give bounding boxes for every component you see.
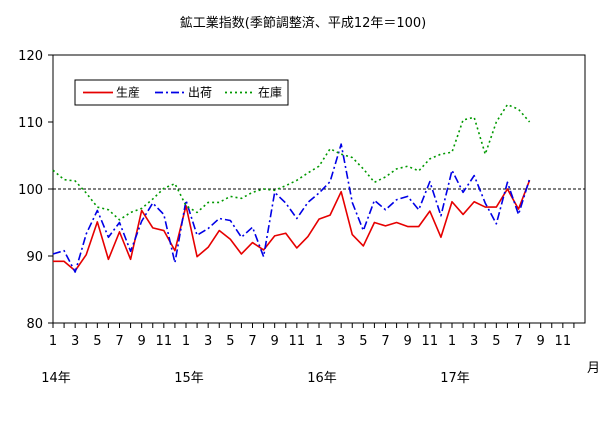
x-tick-label-29: 5 [359,334,367,349]
y-tick-label-90: 90 [26,250,43,265]
x-unit-label: 月 [587,361,600,376]
year-label-1: 14年 [41,371,71,386]
x-tick-label-19: 7 [248,334,256,349]
y-tick-label-80: 80 [26,317,43,332]
x-tick-label-15: 3 [204,334,212,349]
x-tick-label-35: 11 [422,334,439,349]
y-tick-label-110: 110 [18,116,43,131]
x-tick-label-21: 9 [271,334,279,349]
x-tick-label-47: 11 [555,334,572,349]
x-tick-label-9: 9 [138,334,146,349]
year-label-37: 17年 [440,371,470,386]
x-tick-label-3: 3 [71,334,79,349]
y-tick-label-100: 100 [18,183,43,198]
year-label-25: 16年 [307,371,337,386]
x-tick-label-27: 3 [337,334,345,349]
chart-title: 鉱工業指数(季節調整済、平成12年＝100) [180,15,427,31]
x-tick-label-11: 11 [156,334,173,349]
legend-label-0: 生産 [116,85,140,100]
series-layer [52,103,531,273]
legend-label-1: 出荷 [188,86,212,100]
legend: 生産 出荷 在庫 [74,79,289,106]
x-tick-label-41: 5 [492,334,500,349]
series-line-1 [52,143,531,273]
x-tick-label-43: 7 [514,334,522,349]
x-tick-label-25: 1 [315,334,323,349]
x-tick-label-23: 11 [289,334,306,349]
series-line-0 [53,180,531,272]
x-tick-label-45: 9 [537,334,545,349]
x-tick-label-33: 9 [404,334,412,349]
x-tick-label-13: 1 [182,334,190,349]
x-tick-label-1: 1 [49,334,57,349]
x-tick-label-31: 7 [381,334,389,349]
x-tick-label-37: 1 [448,334,456,349]
x-tick-label-39: 3 [470,334,478,349]
legend-label-2: 在庫 [258,86,282,100]
year-label-13: 15年 [174,371,204,386]
series-line-2 [52,103,531,221]
y-tick-label-120: 120 [18,49,43,64]
x-tick-label-5: 5 [93,334,101,349]
x-tick-label-7: 7 [115,334,123,349]
x-tick-label-17: 5 [226,334,234,349]
